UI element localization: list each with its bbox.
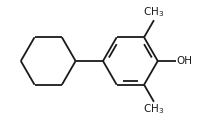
Text: CH$_3$: CH$_3$ bbox=[143, 6, 164, 19]
Text: OH: OH bbox=[176, 56, 192, 66]
Text: CH$_3$: CH$_3$ bbox=[143, 103, 164, 116]
